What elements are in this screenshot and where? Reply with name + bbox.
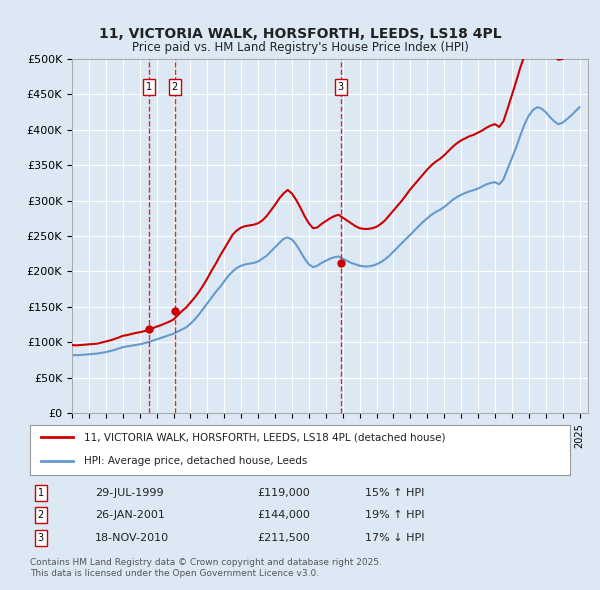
Text: Price paid vs. HM Land Registry's House Price Index (HPI): Price paid vs. HM Land Registry's House … [131, 41, 469, 54]
Text: 1: 1 [38, 488, 44, 497]
Text: 18-NOV-2010: 18-NOV-2010 [95, 533, 169, 543]
Text: 19% ↑ HPI: 19% ↑ HPI [365, 510, 424, 520]
Text: 11, VICTORIA WALK, HORSFORTH, LEEDS, LS18 4PL: 11, VICTORIA WALK, HORSFORTH, LEEDS, LS1… [98, 27, 502, 41]
Text: £119,000: £119,000 [257, 488, 310, 497]
Text: 3: 3 [38, 533, 44, 543]
Text: 15% ↑ HPI: 15% ↑ HPI [365, 488, 424, 497]
Text: 2: 2 [172, 83, 178, 92]
Text: 29-JUL-1999: 29-JUL-1999 [95, 488, 163, 497]
Text: 3: 3 [338, 83, 344, 92]
Text: 1: 1 [146, 83, 152, 92]
Text: 17% ↓ HPI: 17% ↓ HPI [365, 533, 424, 543]
Text: 26-JAN-2001: 26-JAN-2001 [95, 510, 164, 520]
Text: 2: 2 [38, 510, 44, 520]
Text: £144,000: £144,000 [257, 510, 310, 520]
Text: £211,500: £211,500 [257, 533, 310, 543]
Text: HPI: Average price, detached house, Leeds: HPI: Average price, detached house, Leed… [84, 456, 307, 466]
Text: This data is licensed under the Open Government Licence v3.0.: This data is licensed under the Open Gov… [30, 569, 319, 578]
Text: Contains HM Land Registry data © Crown copyright and database right 2025.: Contains HM Land Registry data © Crown c… [30, 558, 382, 566]
Text: 11, VICTORIA WALK, HORSFORTH, LEEDS, LS18 4PL (detached house): 11, VICTORIA WALK, HORSFORTH, LEEDS, LS1… [84, 432, 445, 442]
